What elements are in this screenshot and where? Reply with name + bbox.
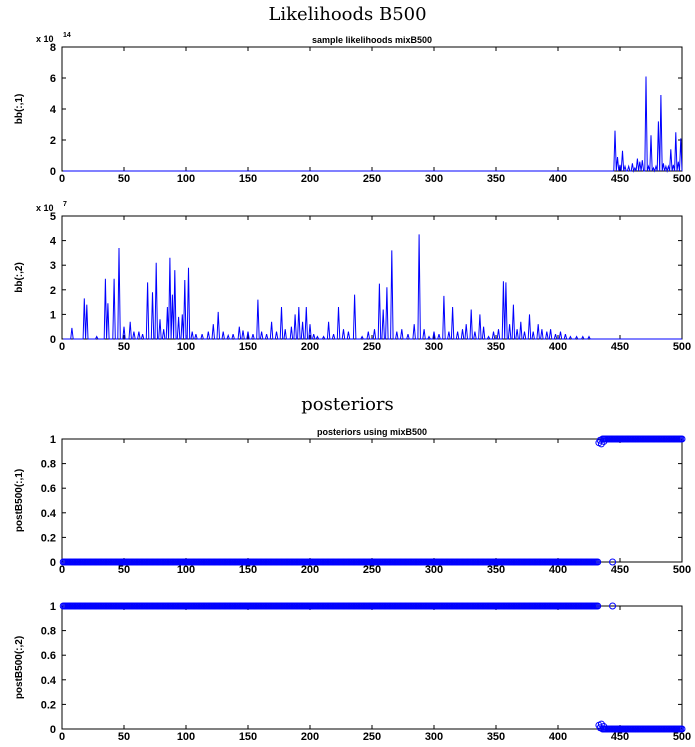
y-axis-label: bb(:,2) [14,262,25,293]
y-tick-label: 6 [50,73,56,85]
series-line [63,76,683,173]
x-tick-label: 100 [177,341,195,353]
x-tick-label: 200 [301,173,319,185]
x-tick-label: 400 [549,341,567,353]
x-tick-label: 200 [301,341,319,353]
y-tick-label: 0.4 [41,508,57,520]
x-tick-label: 350 [487,731,505,743]
y-exponent: 7 [63,201,67,208]
chart-title: sample likelihoods mixB500 [312,35,432,45]
chart-1: 0 50 100 150 200 250 300 350 400 450 500 0 2 4 6 8 bb(:,… [14,32,691,185]
y-tick-label: 3 [50,260,56,272]
y-multiplier: x 10 [36,34,54,44]
y-tick-label: 0.6 [41,483,56,495]
x-tick-label: 250 [363,173,381,185]
data-point [594,558,602,566]
x-tick-label: 250 [363,564,381,576]
x-tick-label: 150 [239,731,257,743]
data-point [596,436,604,444]
data-point [678,725,686,733]
x-tick-label: 250 [363,341,381,353]
y-tick-label: 0.2 [41,532,56,544]
x-tick-label: 0 [59,731,65,743]
y-tick-label: 8 [50,42,56,54]
chart-4: 0 50 100 150 200 250 300 350 400 450 500 0 0.2 0.4 0.6… [14,601,691,743]
y-tick-label: 0.8 [41,459,56,471]
y-tick-label: 5 [50,211,56,223]
y-axis-label: postB500(:,1) [14,469,25,532]
x-tick-label: 50 [118,173,130,185]
x-tick-label: 250 [363,731,381,743]
y-tick-label: 0.6 [41,650,56,662]
y-tick-label: 1 [50,434,56,446]
x-tick-label: 50 [118,341,130,353]
x-tick-label: 350 [487,564,505,576]
data-point [596,724,604,732]
x-tick-label: 50 [118,731,130,743]
x-tick-label: 150 [239,173,257,185]
x-tick-label: 150 [239,564,257,576]
x-tick-label: 350 [487,173,505,185]
chart-2: 0 50 100 150 200 250 300 350 400 450 500 0 1 2 3 4 5 bb(:… [14,201,691,353]
x-tick-label: 100 [177,173,195,185]
likelihoods-section-title: Likelihoods B500 [268,4,427,25]
x-tick-label: 300 [425,173,443,185]
y-tick-label: 0 [50,724,56,736]
y-tick-label: 0.2 [41,699,56,711]
x-tick-label: 450 [611,341,629,353]
x-tick-label: 300 [425,341,443,353]
x-tick-label: 0 [59,341,65,353]
x-tick-label: 200 [301,564,319,576]
plot-frame [61,46,683,172]
x-tick-label: 500 [673,731,691,743]
y-axis-label: bb(:,1) [14,94,25,125]
x-tick-label: 0 [59,564,65,576]
y-tick-label: 0 [50,166,56,178]
x-tick-label: 50 [118,564,130,576]
data-point [609,558,617,566]
y-tick-label: 2 [50,285,56,297]
chart-3: 0 50 100 150 200 250 300 350 400 450 500 0 0.2 0.4 0.6… [14,427,691,576]
x-tick-label: 300 [425,731,443,743]
series-line [63,234,682,340]
x-tick-label: 450 [611,173,629,185]
x-tick-label: 150 [239,341,257,353]
x-tick-label: 100 [177,564,195,576]
y-tick-label: 2 [50,135,56,147]
data-point [600,723,608,731]
y-tick-label: 0 [50,334,56,346]
plot-frame [61,605,683,730]
posteriors-section-title: posteriors [301,394,394,415]
x-tick-label: 350 [487,341,505,353]
x-tick-label: 500 [673,173,691,185]
x-tick-label: 450 [611,564,629,576]
y-tick-label: 0.4 [41,675,57,687]
plot-frame [61,438,683,563]
x-tick-label: 100 [177,731,195,743]
y-multiplier: x 10 [36,203,54,213]
y-tick-label: 4 [50,236,57,248]
x-tick-label: 400 [549,731,567,743]
x-tick-label: 300 [425,564,443,576]
y-tick-label: 4 [50,104,57,116]
x-tick-label: 0 [59,173,65,185]
y-axis-label: postB500(:,2) [14,636,25,699]
x-tick-label: 500 [673,341,691,353]
y-tick-label: 0 [50,557,56,569]
y-tick-label: 1 [50,601,56,613]
data-point [609,602,617,610]
data-point [678,435,686,443]
x-tick-label: 500 [673,564,691,576]
x-tick-label: 400 [549,173,567,185]
data-point [600,437,608,445]
x-tick-label: 400 [549,564,567,576]
x-tick-label: 450 [611,731,629,743]
y-tick-label: 0.8 [41,626,56,638]
data-point [594,602,602,610]
y-tick-label: 1 [50,309,56,321]
x-tick-label: 200 [301,731,319,743]
chart-title: posteriors using mixB500 [317,427,427,437]
y-exponent: 14 [63,32,71,39]
